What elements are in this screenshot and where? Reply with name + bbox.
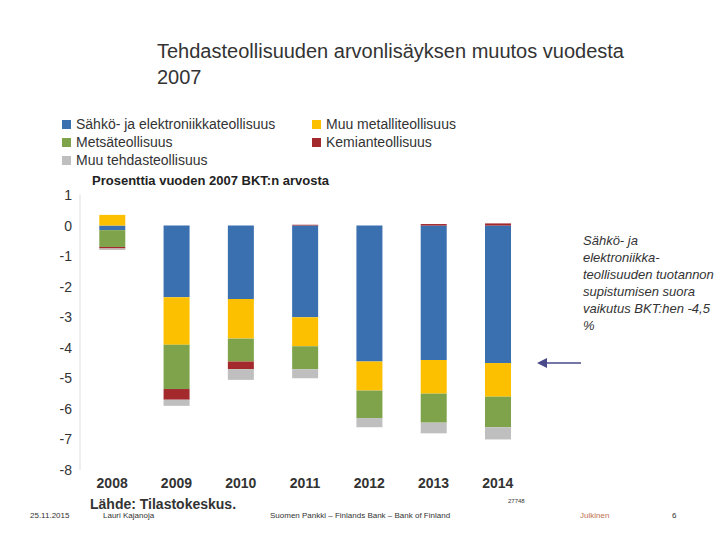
html-text:Muu tehdasteollisuus: Muu tehdasteollisuus [76,152,208,168]
svg-text:-4: -4 [60,340,73,356]
html-text:6: 6 [672,511,677,520]
html-text:Sähkö- ja elektroniikka-teolli: Sähkö- ja elektroniikka-teollisuuden tuo… [583,233,714,333]
svg-text:2013: 2013 [418,475,449,491]
svg-text:-6: -6 [60,401,73,417]
svg-text:2012: 2012 [354,475,385,491]
svg-text:-5: -5 [60,370,73,386]
html-text:Sähkö- ja elektroniikkateollis: Sähkö- ja elektroniikkateollisuus [76,116,276,132]
svg-text:2009: 2009 [161,475,192,491]
html-text:Suomen Pankki – Finlands Bank: Suomen Pankki – Finlands Bank – Bank of … [270,511,451,520]
svg-text:0: 0 [64,218,72,234]
svg-text:2008: 2008 [97,475,128,491]
html-text:25.11.2015: 25.11.2015 [30,511,70,520]
html-text:Julkinen: Julkinen [580,511,610,520]
svg-text:2011: 2011 [290,475,321,491]
svg-text:-1: -1 [60,248,73,264]
html-text:Lähde: Tilastokeskus.: Lähde: Tilastokeskus. [90,496,236,512]
html-text:27748: 27748 [508,498,525,504]
svg-text:-2: -2 [60,279,73,295]
svg-text:2010: 2010 [225,475,256,491]
html-text:Muu metalliteollisuus: Muu metalliteollisuus [326,116,456,132]
html-text:Metsäteollisuus: Metsäteollisuus [76,134,173,150]
html-text:Kemianteollisuus: Kemianteollisuus [326,134,432,150]
html-text:Lauri Kajanoja: Lauri Kajanoja [103,511,155,520]
svg-text:2014: 2014 [482,475,513,491]
svg-text:-3: -3 [60,309,73,325]
svg-text:-8: -8 [60,462,73,478]
html-text:Prosenttia vuoden 2007 BKT:n a: Prosenttia vuoden 2007 BKT:n arvosta [92,173,329,188]
svg-text:-7: -7 [60,431,73,447]
html-text:Tehdasteollisuuden arvonlisäyk: Tehdasteollisuuden arvonlisäyksen muutos… [157,40,624,88]
svg-text:1: 1 [64,187,72,203]
